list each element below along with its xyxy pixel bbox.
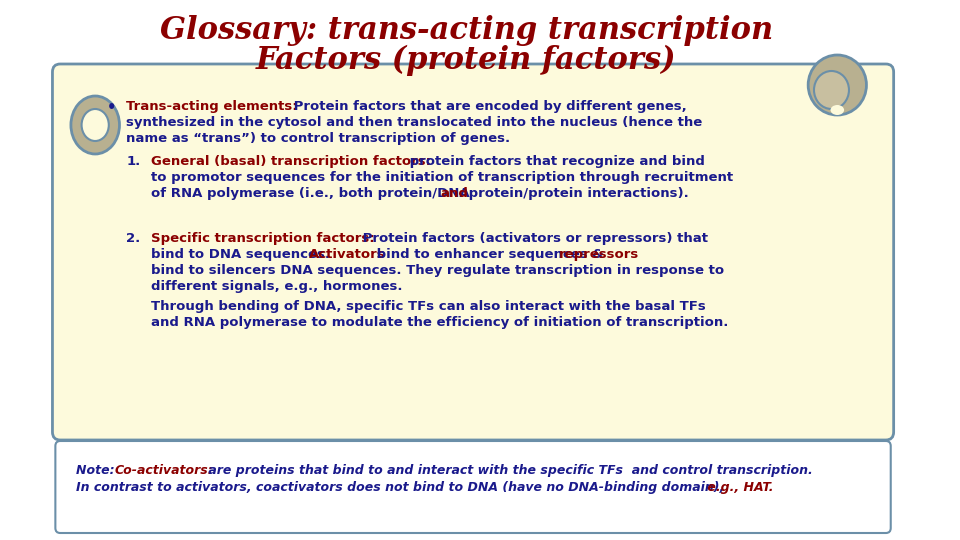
Text: bind to enhancer sequences &: bind to enhancer sequences & [372,248,609,261]
Text: of RNA polymerase (i.e., both protein/DNA: of RNA polymerase (i.e., both protein/DN… [151,187,474,200]
Text: •: • [107,100,116,115]
Text: Specific transcription factors:: Specific transcription factors: [151,232,374,245]
FancyBboxPatch shape [53,64,894,440]
Text: name as “trans”) to control transcription of genes.: name as “trans”) to control transcriptio… [127,132,511,145]
Text: different signals, e.g., hormones.: different signals, e.g., hormones. [151,280,402,293]
FancyBboxPatch shape [56,441,891,533]
Ellipse shape [830,105,844,115]
Text: Glossary: trans-acting transcription: Glossary: trans-acting transcription [159,15,773,45]
Ellipse shape [71,96,119,154]
Ellipse shape [808,55,867,115]
Text: and RNA polymerase to modulate the efficiency of initiation of transcription.: and RNA polymerase to modulate the effic… [151,316,728,329]
Text: repressors: repressors [559,248,638,261]
Text: Note:: Note: [76,464,119,477]
Text: In contrast to activators, coactivators does not bind to DNA (have no DNA-bindin: In contrast to activators, coactivators … [76,481,724,494]
Text: e.g., HAT.: e.g., HAT. [704,481,774,494]
Text: and: and [440,187,468,200]
Text: Through bending of DNA, specific TFs can also interact with the basal TFs: Through bending of DNA, specific TFs can… [151,300,706,313]
Ellipse shape [82,109,108,141]
Text: General (basal) transcription factors:: General (basal) transcription factors: [151,155,430,168]
Text: Factors (protein factors): Factors (protein factors) [256,44,677,76]
Text: Activators: Activators [309,248,386,261]
Text: bind to silencers DNA sequences. They regulate transcription in response to: bind to silencers DNA sequences. They re… [151,264,724,277]
Text: Protein factors that are encoded by different genes,: Protein factors that are encoded by diff… [290,100,687,113]
Text: to promotor sequences for the initiation of transcription through recruitment: to promotor sequences for the initiation… [151,171,732,184]
Text: protein/protein interactions).: protein/protein interactions). [465,187,689,200]
Text: are proteins that bind to and interact with the specific TFs  and control transc: are proteins that bind to and interact w… [204,464,813,477]
Text: Trans-acting elements:: Trans-acting elements: [127,100,298,113]
Text: 1.: 1. [127,155,140,168]
Ellipse shape [814,71,849,109]
Text: Co-activators:: Co-activators: [114,464,213,477]
Text: protein factors that recognize and bind: protein factors that recognize and bind [405,155,705,168]
Text: synthesized in the cytosol and then translocated into the nucleus (hence the: synthesized in the cytosol and then tran… [127,116,703,129]
Text: 2.: 2. [127,232,140,245]
Text: bind to DNA sequences.: bind to DNA sequences. [151,248,334,261]
Text: Protein factors (activators or repressors) that: Protein factors (activators or repressor… [358,232,708,245]
